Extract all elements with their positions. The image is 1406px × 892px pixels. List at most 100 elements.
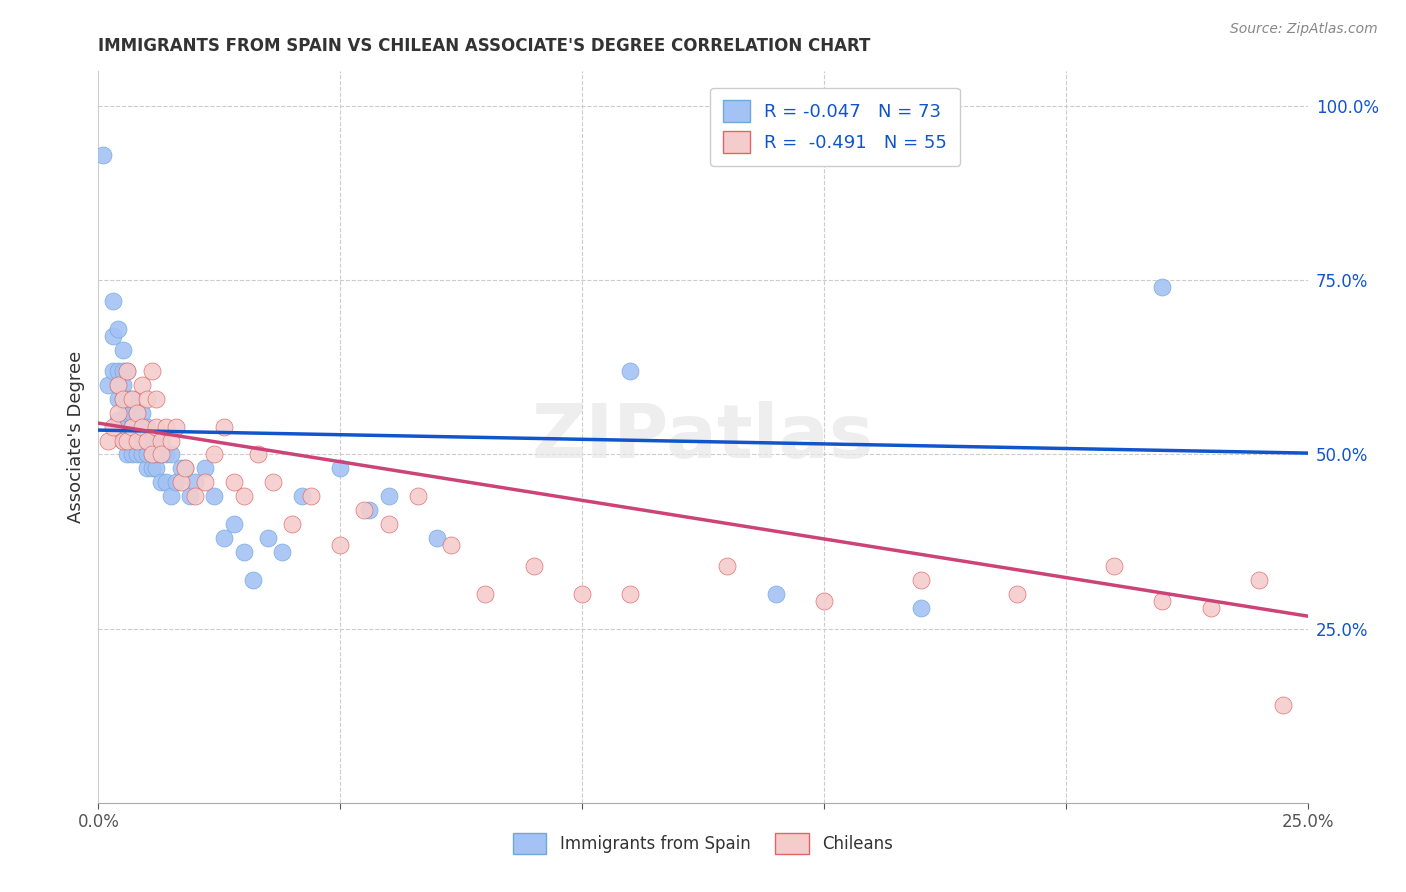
Point bbox=[127, 448, 149, 462]
Point bbox=[107, 377, 129, 392]
Point bbox=[107, 412, 129, 426]
Point bbox=[117, 364, 139, 378]
Point bbox=[194, 475, 217, 490]
Point bbox=[222, 475, 245, 490]
Point bbox=[117, 434, 139, 448]
Point bbox=[1199, 600, 1222, 615]
Point bbox=[1007, 587, 1029, 601]
Point bbox=[716, 558, 738, 573]
Point bbox=[1152, 280, 1174, 294]
Point bbox=[121, 406, 143, 420]
Point bbox=[131, 419, 153, 434]
Point bbox=[155, 475, 177, 490]
Text: IMMIGRANTS FROM SPAIN VS CHILEAN ASSOCIATE'S DEGREE CORRELATION CHART: IMMIGRANTS FROM SPAIN VS CHILEAN ASSOCIA… bbox=[98, 37, 870, 54]
Point bbox=[232, 545, 254, 559]
Text: Source: ZipAtlas.com: Source: ZipAtlas.com bbox=[1230, 22, 1378, 37]
Point bbox=[97, 434, 120, 448]
Point bbox=[353, 503, 375, 517]
Point bbox=[131, 419, 153, 434]
Point bbox=[247, 448, 270, 462]
Point bbox=[377, 489, 399, 503]
Point bbox=[127, 406, 149, 420]
Point bbox=[135, 448, 157, 462]
Point bbox=[619, 587, 641, 601]
Point bbox=[145, 392, 167, 406]
Point bbox=[222, 517, 245, 532]
Point bbox=[111, 364, 134, 378]
Point bbox=[271, 545, 294, 559]
Point bbox=[474, 587, 496, 601]
Point bbox=[117, 448, 139, 462]
Point bbox=[150, 434, 173, 448]
Point bbox=[184, 475, 207, 490]
Point bbox=[121, 392, 143, 406]
Point bbox=[262, 475, 284, 490]
Point bbox=[910, 600, 932, 615]
Point bbox=[135, 461, 157, 475]
Point bbox=[169, 475, 191, 490]
Point bbox=[141, 448, 163, 462]
Point bbox=[813, 594, 835, 608]
Point bbox=[571, 587, 593, 601]
Point bbox=[169, 461, 191, 475]
Point bbox=[150, 448, 173, 462]
Point bbox=[160, 434, 183, 448]
Point bbox=[121, 392, 143, 406]
Point bbox=[101, 294, 124, 309]
Point bbox=[359, 503, 381, 517]
Point bbox=[111, 412, 134, 426]
Y-axis label: Associate's Degree: Associate's Degree bbox=[66, 351, 84, 524]
Point bbox=[131, 434, 153, 448]
Point bbox=[121, 419, 143, 434]
Point bbox=[131, 448, 153, 462]
Point bbox=[184, 489, 207, 503]
Point bbox=[101, 329, 124, 343]
Point bbox=[1249, 573, 1271, 587]
Point bbox=[117, 434, 139, 448]
Point bbox=[910, 573, 932, 587]
Point bbox=[281, 517, 304, 532]
Point bbox=[135, 419, 157, 434]
Point bbox=[329, 538, 352, 552]
Point bbox=[440, 538, 463, 552]
Point bbox=[135, 392, 157, 406]
Point bbox=[174, 461, 197, 475]
Point bbox=[377, 517, 399, 532]
Point bbox=[165, 419, 187, 434]
Point bbox=[619, 364, 641, 378]
Point bbox=[145, 434, 167, 448]
Point bbox=[135, 434, 157, 448]
Point bbox=[101, 364, 124, 378]
Point bbox=[135, 434, 157, 448]
Point bbox=[204, 448, 226, 462]
Point bbox=[165, 475, 187, 490]
Point bbox=[232, 489, 254, 503]
Point bbox=[145, 448, 167, 462]
Point bbox=[127, 419, 149, 434]
Point bbox=[127, 406, 149, 420]
Point bbox=[406, 489, 429, 503]
Point bbox=[212, 531, 235, 545]
Point bbox=[150, 475, 173, 490]
Point bbox=[111, 392, 134, 406]
Point bbox=[131, 406, 153, 420]
Point bbox=[212, 419, 235, 434]
Point bbox=[131, 377, 153, 392]
Point bbox=[97, 377, 120, 392]
Point bbox=[174, 461, 197, 475]
Point bbox=[107, 392, 129, 406]
Point bbox=[117, 419, 139, 434]
Point bbox=[101, 419, 124, 434]
Point bbox=[1152, 594, 1174, 608]
Point bbox=[107, 322, 129, 336]
Point bbox=[117, 364, 139, 378]
Point bbox=[111, 434, 134, 448]
Point bbox=[107, 364, 129, 378]
Point bbox=[290, 489, 312, 503]
Point bbox=[256, 531, 278, 545]
Point bbox=[204, 489, 226, 503]
Point bbox=[111, 392, 134, 406]
Point bbox=[1102, 558, 1125, 573]
Point bbox=[117, 392, 139, 406]
Point bbox=[765, 587, 787, 601]
